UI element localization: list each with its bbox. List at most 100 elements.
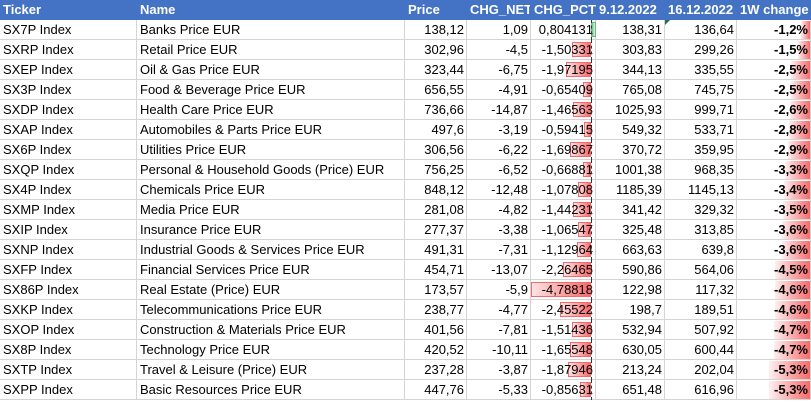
name-cell[interactable]: Media Price EUR [137,200,405,220]
date-1-price-cell[interactable]: 630,05 [596,340,665,360]
header-date-1[interactable]: 9.12.2022 [596,0,665,20]
chg-net-cell[interactable]: -14,87 [467,100,531,120]
date-2-price-cell[interactable]: 299,26 [665,40,737,60]
week-change-cell[interactable]: -3,5% [737,200,811,220]
week-change-cell[interactable]: -3,6% [737,220,811,240]
ticker-cell[interactable]: SXIP Index [0,220,137,240]
price-cell[interactable]: 848,12 [405,180,467,200]
price-cell[interactable]: 491,31 [405,240,467,260]
week-change-cell[interactable]: -4,6% [737,280,811,300]
ticker-cell[interactable]: SXNP Index [0,240,137,260]
chg-net-cell[interactable]: -7,81 [467,320,531,340]
chg-pct-cell[interactable]: -1,12964 [531,240,596,260]
price-cell[interactable]: 277,37 [405,220,467,240]
ticker-cell[interactable]: SXTP Index [0,360,137,380]
price-cell[interactable]: 281,08 [405,200,467,220]
date-1-price-cell[interactable]: 303,83 [596,40,665,60]
week-change-cell[interactable]: -2,6% [737,100,811,120]
week-change-cell[interactable]: -1,2% [737,20,811,40]
ticker-cell[interactable]: SXMP Index [0,200,137,220]
name-cell[interactable]: Basic Resources Price EUR [137,380,405,400]
week-change-cell[interactable]: -4,5% [737,260,811,280]
price-cell[interactable]: 138,12 [405,20,467,40]
header-date-2[interactable]: 16.12.2022 [665,0,737,20]
price-cell[interactable]: 497,6 [405,120,467,140]
header-chg-pct[interactable]: CHG_PCT [531,0,596,20]
ticker-cell[interactable]: SXFP Index [0,260,137,280]
date-1-price-cell[interactable]: 325,48 [596,220,665,240]
date-1-price-cell[interactable]: 549,32 [596,120,665,140]
date-2-price-cell[interactable]: 329,32 [665,200,737,220]
chg-net-cell[interactable]: 1,09 [467,20,531,40]
chg-net-cell[interactable]: -5,33 [467,380,531,400]
chg-net-cell[interactable]: -6,22 [467,140,531,160]
ticker-cell[interactable]: SXQP Index [0,160,137,180]
name-cell[interactable]: Utilities Price EUR [137,140,405,160]
week-change-cell[interactable]: -2,5% [737,80,811,100]
date-2-price-cell[interactable]: 999,71 [665,100,737,120]
date-2-price-cell[interactable]: 335,55 [665,60,737,80]
name-cell[interactable]: Oil & Gas Price EUR [137,60,405,80]
date-2-price-cell[interactable]: 202,04 [665,360,737,380]
price-cell[interactable]: 420,52 [405,340,467,360]
name-cell[interactable]: Insurance Price EUR [137,220,405,240]
chg-pct-cell[interactable]: -1,46563 [531,100,596,120]
ticker-cell[interactable]: SX8P Index [0,340,137,360]
chg-pct-cell[interactable]: -1,69867 [531,140,596,160]
price-cell[interactable]: 237,28 [405,360,467,380]
ticker-cell[interactable]: SXKP Index [0,300,137,320]
week-change-cell[interactable]: -2,8% [737,120,811,140]
date-2-price-cell[interactable]: 564,06 [665,260,737,280]
week-change-cell[interactable]: -3,3% [737,160,811,180]
chg-pct-cell[interactable]: -1,07808 [531,180,596,200]
date-2-price-cell[interactable]: 639,8 [665,240,737,260]
price-cell[interactable]: 173,57 [405,280,467,300]
date-2-price-cell[interactable]: 533,71 [665,120,737,140]
date-2-price-cell[interactable]: 136,64 [665,20,737,40]
date-1-price-cell[interactable]: 341,42 [596,200,665,220]
chg-net-cell[interactable]: -4,5 [467,40,531,60]
date-1-price-cell[interactable]: 344,13 [596,60,665,80]
chg-pct-cell[interactable]: -2,45522 [531,300,596,320]
price-cell[interactable]: 656,55 [405,80,467,100]
date-2-price-cell[interactable]: 1145,13 [665,180,737,200]
header-price[interactable]: Price [405,0,467,20]
ticker-cell[interactable]: SX3P Index [0,80,137,100]
chg-pct-cell[interactable]: -0,85631 [531,380,596,400]
price-cell[interactable]: 238,77 [405,300,467,320]
ticker-cell[interactable]: SXPP Index [0,380,137,400]
date-2-price-cell[interactable]: 313,85 [665,220,737,240]
chg-net-cell[interactable]: -3,38 [467,220,531,240]
date-1-price-cell[interactable]: 651,48 [596,380,665,400]
date-1-price-cell[interactable]: 590,86 [596,260,665,280]
chg-net-cell[interactable]: -12,48 [467,180,531,200]
name-cell[interactable]: Personal & Household Goods (Price) EUR [137,160,405,180]
chg-net-cell[interactable]: -6,75 [467,60,531,80]
chg-pct-cell[interactable]: -1,06547 [531,220,596,240]
price-cell[interactable]: 447,76 [405,380,467,400]
chg-pct-cell[interactable]: -1,50331 [531,40,596,60]
week-change-cell[interactable]: -3,4% [737,180,811,200]
week-change-cell[interactable]: -5,3% [737,380,811,400]
header-chg-net[interactable]: CHG_NET [467,0,531,20]
chg-pct-cell[interactable]: -1,51436 [531,320,596,340]
chg-pct-cell[interactable]: -1,87946 [531,360,596,380]
date-1-price-cell[interactable]: 663,63 [596,240,665,260]
name-cell[interactable]: Retail Price EUR [137,40,405,60]
date-1-price-cell[interactable]: 213,24 [596,360,665,380]
price-cell[interactable]: 736,66 [405,100,467,120]
week-change-cell[interactable]: -4,7% [737,320,811,340]
date-2-price-cell[interactable]: 117,32 [665,280,737,300]
name-cell[interactable]: Food & Beverage Price EUR [137,80,405,100]
price-cell[interactable]: 323,44 [405,60,467,80]
chg-pct-cell[interactable]: -1,44231 [531,200,596,220]
date-2-price-cell[interactable]: 616,96 [665,380,737,400]
ticker-cell[interactable]: SXOP Index [0,320,137,340]
price-cell[interactable]: 756,25 [405,160,467,180]
date-1-price-cell[interactable]: 198,7 [596,300,665,320]
ticker-cell[interactable]: SXAP Index [0,120,137,140]
chg-net-cell[interactable]: -3,19 [467,120,531,140]
name-cell[interactable]: Technology Price EUR [137,340,405,360]
date-2-price-cell[interactable]: 507,92 [665,320,737,340]
week-change-cell[interactable]: -4,7% [737,340,811,360]
